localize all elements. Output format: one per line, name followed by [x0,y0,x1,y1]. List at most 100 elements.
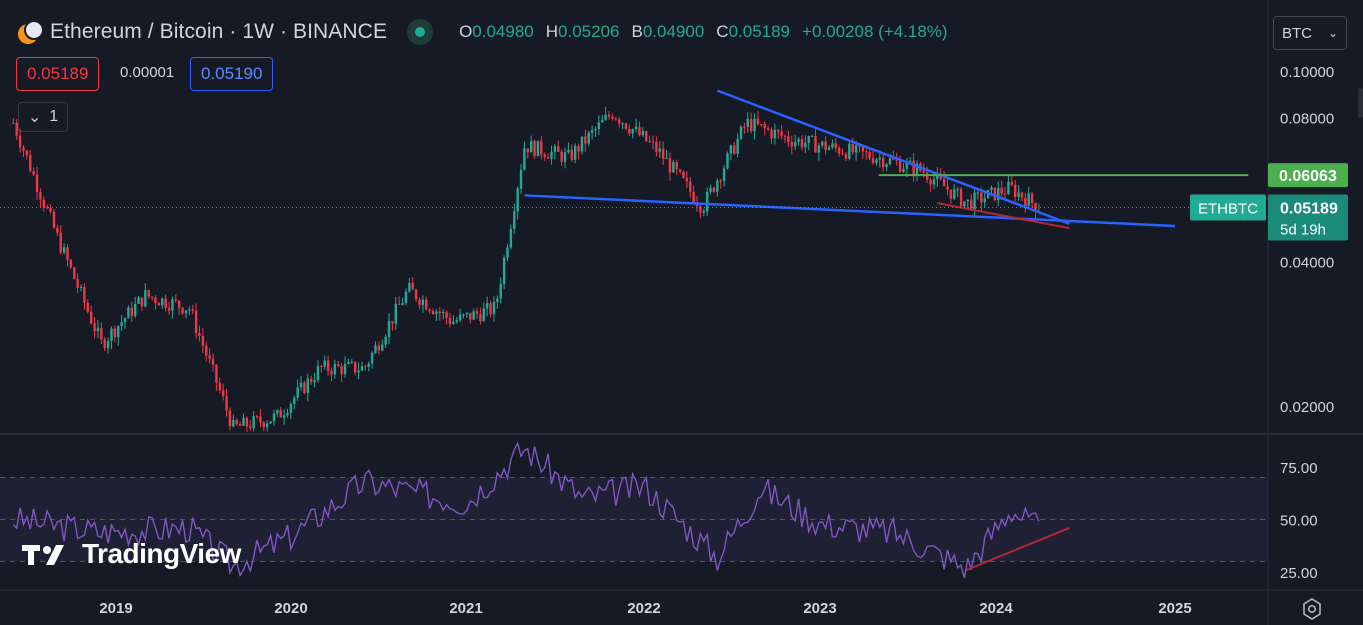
candle-body [353,361,357,373]
candle-body [364,366,367,368]
candle-body [83,287,86,303]
open-value: 0.04980 [472,22,534,41]
price-tick-label: 0.10000 [1280,64,1334,81]
candle-body [69,260,73,268]
time-tick-label: 2024 [979,600,1013,617]
candle-body [458,314,462,321]
candle-body [211,358,215,365]
candle-body [672,161,675,173]
candle-body [272,413,276,422]
candle-body [878,157,881,160]
candle-body [749,118,753,132]
candle-body [1000,187,1003,194]
candle-body [103,339,106,348]
candle-body [560,151,563,162]
candle-body [56,227,59,233]
candle-body [32,171,35,175]
candle-body [269,421,272,424]
candle-body [455,320,458,322]
candle-body [411,282,414,290]
candle-body [262,422,265,428]
last-price-label: 0.05189 [1280,201,1338,218]
candle-body [106,340,110,348]
candle-body [367,363,370,367]
candle-body [1013,184,1017,197]
candle-body [475,311,479,314]
symbol-title[interactable]: Ethereum / Bitcoin · 1W · BINANCE [50,20,388,43]
candle-body [79,287,83,289]
candle-body [1003,193,1007,195]
candle-body [49,207,52,212]
candle-body [117,326,120,338]
candle-body [208,355,211,359]
settings-gear-icon[interactable] [1300,597,1324,621]
buy-price-button[interactable]: 0.05190 [190,57,274,91]
candle-body [628,129,631,134]
candle-body [35,174,39,192]
candle-body [157,303,161,306]
bar-countdown-label: 5d 19h [1280,222,1326,239]
candle-body [563,152,567,162]
candle-body [252,416,255,429]
candle-body [567,149,570,153]
candle-body [289,403,293,414]
candle-body [895,159,898,161]
candle-body [333,364,337,375]
candle-body [577,145,580,152]
candle-body [550,151,553,159]
candle-body [902,168,905,172]
price-divergence-line [937,202,1070,230]
candle-body [848,143,851,159]
candle-body [15,122,18,136]
candle-body [205,345,208,356]
candle-body [888,158,892,165]
candle-body [959,188,963,207]
candle-body [617,119,621,124]
candle-body [445,312,448,318]
market-status-icon[interactable] [407,19,434,45]
chart-header: Ethereum / Bitcoin · 1W · BINANCE O0.049… [16,18,948,46]
candle-body [543,154,546,158]
rsi-divergence-line [966,526,1070,571]
candle-body [980,192,983,203]
candle-body [316,365,320,381]
level-price-label: 0.06063 [1279,168,1337,185]
candle-body [482,308,485,322]
candle-body [496,298,499,302]
candle-body [885,164,888,168]
candle-body [171,299,174,311]
candle-body [912,160,915,175]
candle-body [86,302,89,312]
candle-body [519,169,523,189]
price-scale-scrollbar[interactable] [1358,88,1363,118]
candle-body [89,311,93,324]
level-price-tag [1268,163,1348,188]
candle-body [726,153,729,169]
spread-value: 0.00001 [120,64,175,81]
support-trendline-line [524,194,1176,228]
indicators-toggle-button[interactable]: ⌄ 1 [18,102,68,132]
candle-body [391,321,394,324]
candle-body [137,297,140,304]
candle-body [810,135,814,137]
candle-body [12,122,15,124]
indicator-count: 1 [49,108,59,125]
currency-select[interactable]: BTC ⌄ [1273,16,1347,50]
candle-body [502,257,506,284]
candle-body [523,148,526,170]
price-tick-label: 0.04000 [1280,255,1334,272]
candle-body [414,289,418,300]
symbol-logo-icon [16,18,44,46]
candle-body [827,147,831,150]
candle-body [306,378,309,394]
candle-body [729,145,733,154]
candle-body [1020,192,1024,198]
candle-body [936,174,939,180]
candle-body [821,141,824,146]
candle-body [526,148,529,153]
last-price-tag [1268,194,1348,241]
candle-body [590,130,594,133]
candle-body [201,335,205,346]
sell-price-button[interactable]: 0.05189 [16,57,100,91]
